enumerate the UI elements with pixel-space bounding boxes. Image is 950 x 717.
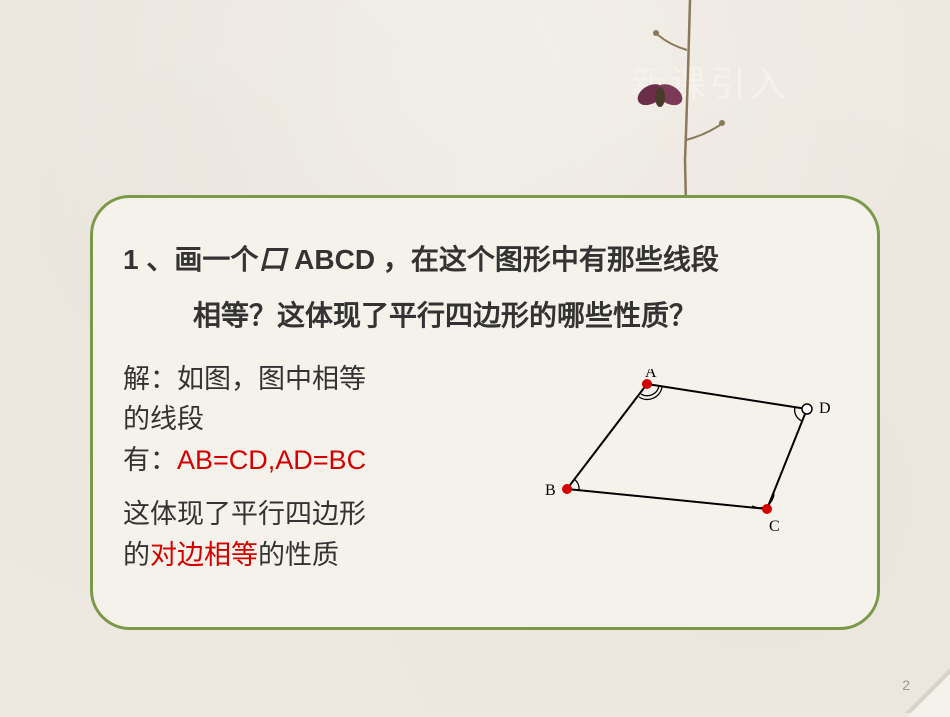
equal-segments: AB=CD,AD=BC (177, 445, 366, 475)
solution-text: 解：如图，图中相等 的线段 有：AB=CD,AD=BC 这体现了平行四边形 的对… (123, 359, 537, 576)
label-C: C (769, 518, 780, 535)
corner-fold (905, 668, 950, 713)
label-B: B (545, 482, 556, 499)
solution-line-2: 的线段 (123, 399, 537, 440)
sol5a: 的 (123, 540, 150, 570)
solution-line-3: 有：AB=CD,AD=BC (123, 440, 537, 481)
question-line-1: 1 、画一个口 ABCD ，在这个图形中有那些线段 (123, 238, 847, 284)
q-abcd: ABCD ，在这个图形中有那些线段 (286, 244, 718, 275)
sol5c: 的性质 (258, 540, 339, 570)
solution-line-5: 的对边相等的性质 (123, 535, 537, 576)
header-title: 新课引入 (630, 55, 790, 107)
sol-has: 有： (123, 445, 177, 475)
solution-line-4: 这体现了平行四边形 (123, 494, 537, 535)
label-A: A (645, 369, 657, 381)
parallelogram-symbol: 口 (258, 245, 286, 276)
label-D: D (819, 400, 831, 417)
content-box: 1 、画一个口 ABCD ，在这个图形中有那些线段 相等？这体现了平行四边形的哪… (90, 195, 880, 630)
property-name: 对边相等 (150, 540, 258, 570)
question-line-2: 相等？这体现了平行四边形的哪些性质？ (193, 294, 847, 339)
parallelogram-diagram: A D C B (537, 369, 837, 539)
q-prefix: 1 、画一个 (123, 244, 258, 275)
solution-line-1: 解：如图，图中相等 (123, 359, 537, 400)
